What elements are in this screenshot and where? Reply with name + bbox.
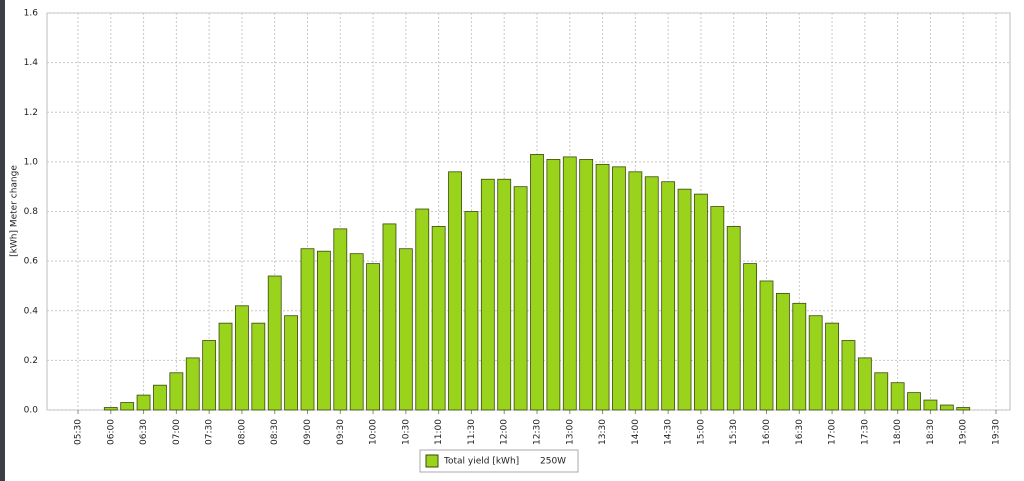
x-tick-label: 13:30 (598, 419, 608, 445)
bar (267, 275, 282, 411)
x-tick-label: 16:00 (762, 419, 772, 445)
bar (398, 248, 413, 411)
y-axis-label: [kWh] Meter change (10, 165, 20, 257)
x-tick-label: 15:00 (696, 419, 706, 445)
bar (775, 292, 790, 411)
y-tick-label: 1.6 (24, 9, 39, 19)
bar (579, 158, 594, 411)
y-tick-label: 1.0 (24, 157, 39, 167)
x-tick-label: 15:30 (729, 419, 739, 445)
bar (956, 407, 971, 411)
bar (316, 250, 331, 411)
bar (366, 263, 380, 411)
bar (595, 163, 610, 411)
bar (644, 176, 659, 411)
legend (419, 449, 579, 473)
y-tick-label: 1.4 (24, 58, 39, 68)
x-tick-label: 08:30 (270, 419, 280, 445)
bar (628, 171, 643, 411)
x-tick-label: 10:30 (401, 419, 411, 445)
bar (497, 178, 512, 411)
x-tick-label: 18:30 (926, 419, 936, 445)
x-tick-label: 16:30 (795, 419, 805, 445)
bar (202, 340, 217, 411)
bar (415, 208, 430, 411)
bar (743, 263, 758, 411)
x-tick-label: 17:30 (860, 419, 870, 445)
bar (874, 372, 889, 411)
x-tick-label: 09:30 (336, 419, 346, 445)
bar (218, 322, 233, 411)
bar (120, 402, 135, 411)
y-tick-label: 0.2 (24, 356, 38, 366)
bar (907, 392, 921, 411)
x-tick-label: 07:00 (172, 419, 182, 445)
y-tick-label: 0.8 (24, 207, 39, 217)
bar (480, 178, 495, 411)
bar (890, 382, 905, 411)
x-tick-label: 12:30 (533, 419, 543, 445)
x-tick-label: 13:00 (565, 419, 575, 445)
bar (530, 154, 544, 411)
bar (612, 166, 626, 411)
bar (825, 322, 839, 411)
bar (349, 253, 364, 411)
x-tick-label: 06:00 (106, 419, 116, 445)
y-tick-label: 0.4 (24, 306, 39, 316)
bar (169, 372, 184, 411)
bar (939, 404, 954, 411)
x-tick-label: 07:30 (205, 419, 215, 445)
bar (841, 340, 856, 411)
y-tick-label: 1.2 (24, 108, 38, 118)
legend-label: Total yield [kWh] (443, 457, 519, 467)
bar (136, 394, 151, 411)
bar (235, 305, 249, 411)
x-tick-label: 08:00 (237, 419, 247, 445)
bar (710, 206, 725, 411)
bar (661, 181, 676, 411)
bar (546, 158, 561, 411)
bar (694, 193, 708, 411)
bar (300, 248, 315, 411)
x-tick-label: 11:30 (467, 419, 477, 445)
bar (923, 399, 938, 411)
bar (726, 225, 741, 411)
x-tick-label: 05:30 (74, 419, 84, 445)
bar (103, 407, 118, 411)
bar (562, 156, 577, 411)
window-edge (0, 0, 5, 481)
bar (284, 315, 299, 411)
bar (513, 186, 528, 411)
bar (857, 357, 872, 411)
bar (251, 322, 266, 411)
x-tick-label: 12:00 (500, 419, 510, 445)
bar (448, 171, 462, 411)
bar (382, 223, 397, 411)
legend-note: 250W (540, 457, 566, 467)
x-tick-label: 11:00 (434, 419, 444, 445)
x-tick-label: 06:30 (139, 419, 149, 445)
x-tick-label: 14:30 (664, 419, 674, 445)
x-tick-label: 10:00 (369, 419, 379, 445)
x-tick-label: 14:00 (631, 419, 641, 445)
bar (792, 302, 807, 411)
bar (759, 280, 774, 411)
bar (431, 225, 446, 411)
y-tick-label: 0.6 (24, 257, 39, 267)
legend-swatch (425, 454, 439, 468)
x-tick-label: 09:00 (303, 419, 313, 445)
x-tick-label: 18:00 (893, 419, 903, 445)
bar (153, 384, 167, 411)
y-tick-label: 0.0 (24, 406, 39, 416)
bar (185, 357, 200, 411)
bar (464, 211, 479, 411)
x-tick-label: 17:00 (828, 419, 838, 445)
bar (808, 315, 823, 411)
bar (333, 228, 348, 411)
bar (677, 188, 692, 411)
x-tick-label: 19:00 (959, 419, 969, 445)
x-tick-label: 19:30 (992, 419, 1002, 445)
